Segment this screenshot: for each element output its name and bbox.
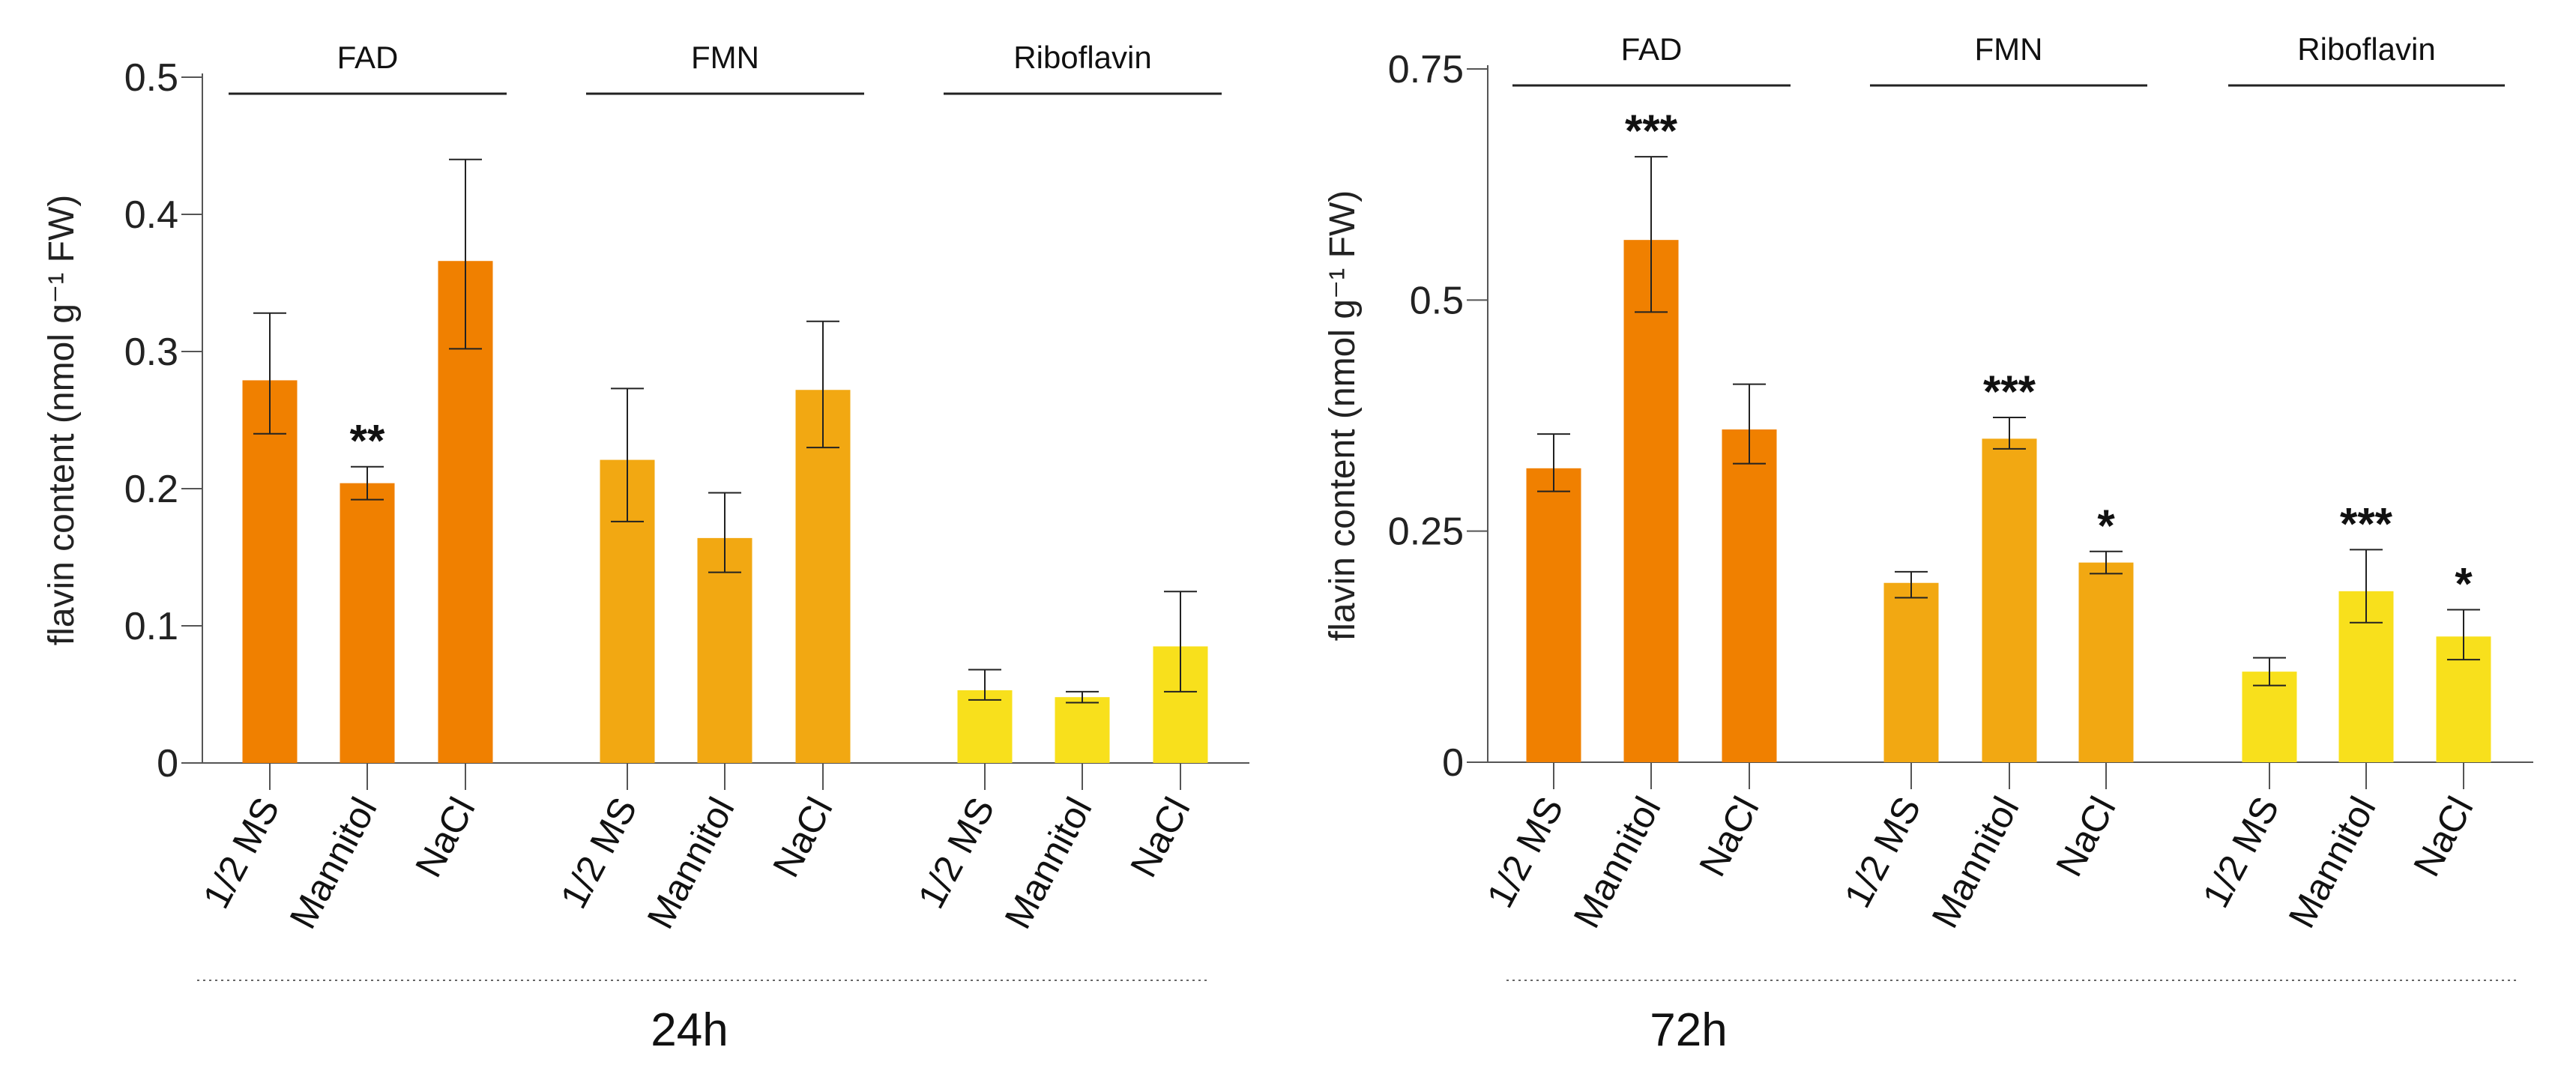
bar-FMN-NaCl bbox=[2078, 562, 2134, 762]
timepoint-label: 24h bbox=[651, 1004, 728, 1056]
bar-FMN-NaCl bbox=[795, 390, 851, 763]
timepoint-label: 72h bbox=[1650, 1004, 1727, 1056]
x-tick-label: NaCl bbox=[764, 791, 841, 884]
x-tick-label: NaCl bbox=[2048, 790, 2124, 883]
group-label: FMN bbox=[1975, 31, 2043, 67]
x-tick-label: Mannitol bbox=[639, 791, 743, 935]
y-tick-label: 0.1 bbox=[124, 605, 178, 648]
x-tick-label: NaCl bbox=[1691, 790, 1767, 883]
y-tick-label: 0 bbox=[157, 742, 178, 785]
y-tick-label: 0.5 bbox=[124, 56, 178, 100]
significance-label: ** bbox=[350, 416, 385, 466]
y-tick-label: 0.2 bbox=[124, 468, 178, 511]
x-tick-label: Mannitol bbox=[2281, 790, 2384, 935]
y-tick-label: 0.4 bbox=[124, 193, 178, 237]
y-tick-label: 0.3 bbox=[124, 331, 178, 374]
x-tick-label: 1/2 MS bbox=[1479, 790, 1572, 914]
y-tick-label: 0.5 bbox=[1410, 279, 1464, 322]
bar-Riboflavin-1/2 MS bbox=[2242, 672, 2297, 762]
x-tick-label: Mannitol bbox=[1924, 790, 2027, 935]
chart-72h: 0 0.25 0.5 0.75 flavin content (nmol g⁻¹ FW)… bbox=[1323, 31, 2533, 1056]
x-tick-label: 1/2 MS bbox=[2195, 790, 2287, 914]
bar-FAD-Mannitol bbox=[340, 483, 395, 763]
bar-FMN-Mannitol bbox=[1982, 438, 2037, 762]
x-tick-label: 1/2 MS bbox=[910, 791, 1003, 915]
y-tick-label: 0.75 bbox=[1388, 48, 1464, 91]
x-tick-label: Mannitol bbox=[997, 791, 1100, 935]
group-label: FMN bbox=[691, 40, 759, 75]
significance-label: * bbox=[2097, 501, 2115, 551]
x-tick-label: NaCl bbox=[407, 791, 483, 884]
bar-FMN-1/2 MS bbox=[1883, 582, 1939, 762]
bar-Riboflavin-1/2 MS bbox=[957, 690, 1013, 763]
y-tick-label: 0.25 bbox=[1388, 510, 1464, 554]
group-label: Riboflavin bbox=[1013, 40, 1151, 75]
x-tick-label: 1/2 MS bbox=[552, 791, 645, 915]
significance-label: *** bbox=[2340, 498, 2393, 549]
significance-label: * bbox=[2455, 559, 2473, 609]
significance-label: *** bbox=[1983, 366, 2036, 417]
bar-FAD-Mannitol bbox=[1623, 240, 1679, 763]
x-tick-label: 1/2 MS bbox=[195, 791, 288, 915]
bar-FMN-Mannitol bbox=[697, 537, 752, 763]
x-tick-label: Mannitol bbox=[1566, 790, 1669, 935]
x-tick-label: NaCl bbox=[1122, 791, 1198, 884]
y-axis-label: flavin content (nmol g⁻¹ FW) bbox=[42, 195, 82, 646]
group-label: FAD bbox=[337, 40, 399, 75]
bar-FAD-1/2 MS bbox=[1526, 468, 1581, 762]
y-tick-label: 0 bbox=[1442, 741, 1464, 785]
significance-label: *** bbox=[1625, 106, 1678, 156]
group-label: FAD bbox=[1621, 31, 1683, 67]
group-label: Riboflavin bbox=[2297, 31, 2435, 67]
x-tick-label: NaCl bbox=[2405, 790, 2482, 883]
bar-FAD-NaCl bbox=[1722, 429, 1777, 762]
x-tick-label: Mannitol bbox=[282, 791, 385, 935]
y-axis-label: flavin content (nmol g⁻¹ FW) bbox=[1323, 190, 1363, 642]
bar-FAD-1/2 MS bbox=[242, 380, 298, 763]
x-tick-label: 1/2 MS bbox=[1836, 790, 1929, 914]
chart-24h: 0 0.1 0.2 0.3 0.4 0.5 flavin content (nmol g⁻¹… bbox=[42, 40, 1249, 1056]
bar-Riboflavin-Mannitol bbox=[1055, 697, 1110, 763]
